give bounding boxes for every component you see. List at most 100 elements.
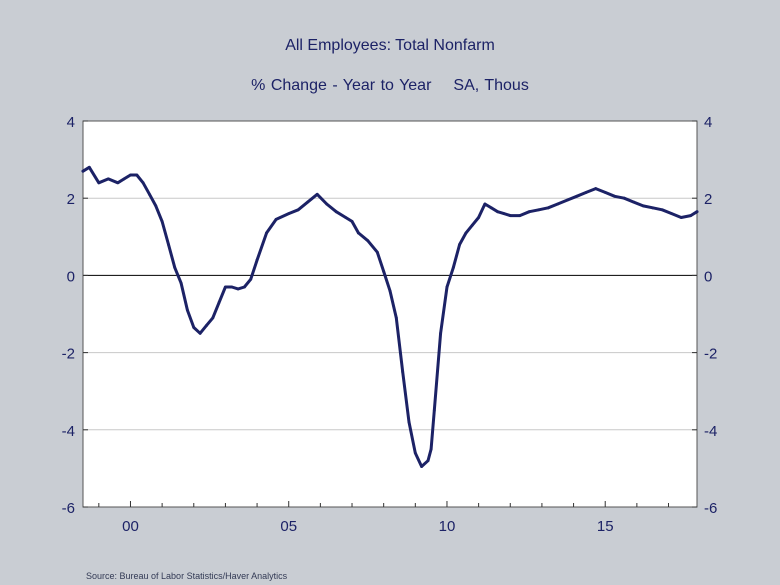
data-point [508, 214, 512, 217]
data-point [129, 173, 132, 177]
data-point [594, 187, 598, 190]
data-point [496, 210, 500, 214]
y-tick-label-right: 2 [704, 191, 712, 208]
data-point [296, 208, 300, 212]
data-point [603, 191, 607, 194]
data-point [192, 326, 196, 329]
y-tick-label-left: -6 [62, 500, 75, 517]
data-point [344, 216, 348, 219]
data-point [689, 214, 693, 217]
data-point [154, 204, 158, 208]
x-tick-label: 15 [597, 518, 614, 535]
data-point [477, 216, 481, 219]
series-line [81, 165, 699, 468]
data-point [613, 194, 617, 198]
data-point [632, 200, 636, 204]
data-point [502, 212, 506, 216]
data-point [265, 231, 268, 235]
data-point [334, 210, 338, 214]
data-point [565, 198, 569, 202]
data-point [483, 202, 487, 206]
data-point [413, 451, 417, 455]
data-point [179, 281, 183, 285]
data-point [106, 177, 110, 181]
data-point [458, 243, 462, 246]
data-point [255, 258, 259, 262]
data-point [366, 239, 370, 243]
y-tick-label-left: 4 [67, 114, 75, 131]
data-point [230, 285, 234, 289]
y-tick-label-right: -6 [704, 500, 717, 517]
data-point [375, 250, 379, 254]
data-point [167, 243, 170, 246]
data-point [249, 277, 253, 281]
plot-area [83, 121, 697, 507]
data-point [141, 181, 145, 185]
chart-subtitle: % Change - Year to Year SA, Thous [0, 77, 780, 95]
y-tick-label-right: 0 [704, 268, 712, 285]
data-point [211, 316, 215, 320]
plot-frame [82, 120, 698, 508]
y-tick-label-right: -4 [704, 423, 717, 440]
chart-title: All Employees: Total Nonfarm [285, 37, 495, 54]
data-point [679, 216, 683, 219]
data-point [116, 181, 120, 185]
data-point [445, 285, 449, 289]
data-point [325, 202, 329, 206]
data-point [217, 301, 221, 304]
subtitle-units: SA, Thous [453, 77, 529, 94]
data-point [407, 420, 411, 424]
data-point [546, 206, 550, 210]
data-point [394, 316, 398, 320]
y-tick-label-left: 2 [67, 191, 75, 208]
data-point [670, 212, 674, 216]
data-point [518, 214, 522, 217]
data-point [622, 196, 626, 200]
data-point [651, 206, 655, 210]
data-point [198, 331, 202, 335]
y-tick-label-left: -2 [62, 346, 75, 363]
data-point [356, 231, 360, 235]
source-note: Source: Bureau of Labor Statistics/Haver… [86, 571, 288, 581]
data-point [274, 218, 278, 221]
data-point [243, 285, 246, 289]
data-point [205, 324, 208, 327]
subtitle-measure: % Change - Year to Year [251, 77, 432, 94]
data-point [236, 287, 240, 291]
x-tick-label: 05 [280, 518, 297, 535]
data-point [432, 409, 436, 412]
data-point [350, 219, 354, 223]
data-point [122, 177, 126, 181]
data-point [426, 459, 430, 463]
data-point [489, 206, 493, 210]
x-tick-label: 10 [439, 518, 456, 535]
data-point [584, 191, 588, 194]
data-point [556, 202, 560, 206]
data-point [660, 208, 664, 212]
y-tick-label-left: -4 [62, 423, 75, 440]
data-point [439, 331, 443, 335]
data-point [695, 210, 699, 214]
data-point [224, 285, 227, 289]
data-point [81, 169, 85, 173]
data-point [641, 204, 645, 208]
data-point [388, 289, 392, 293]
data-point [148, 192, 151, 196]
y-tick-label-left: 0 [67, 268, 75, 285]
data-point [306, 200, 310, 204]
y-tick-label-right: 4 [704, 114, 712, 131]
data-point [135, 173, 139, 177]
data-point [382, 270, 386, 273]
data-point [186, 308, 189, 312]
data-point [470, 223, 474, 227]
data-point [420, 465, 424, 468]
data-point [87, 165, 91, 169]
data-point [527, 210, 531, 214]
x-tick-label: 00 [122, 518, 139, 535]
data-point [401, 370, 405, 374]
data-point [287, 212, 291, 216]
data-point [315, 192, 319, 196]
data-point [575, 194, 579, 198]
data-point [173, 266, 177, 270]
